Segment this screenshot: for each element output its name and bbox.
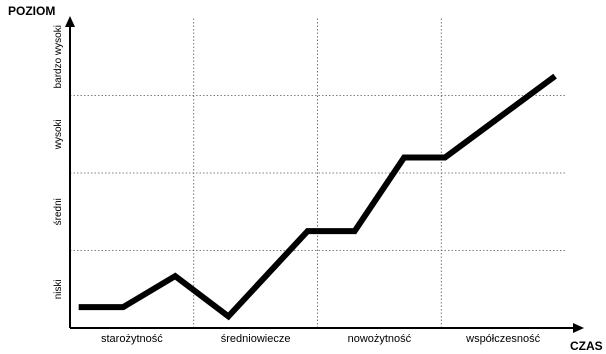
grid bbox=[70, 18, 565, 328]
x-tick-label: starożytność bbox=[101, 333, 163, 345]
x-tick-label: nowożytność bbox=[348, 333, 412, 345]
series bbox=[78, 73, 557, 321]
y-tick-label: wysoki bbox=[53, 119, 64, 150]
y-tick-label: bardzo wysoki bbox=[53, 25, 64, 88]
y-axis-arrow bbox=[65, 16, 75, 27]
y-tick-labels: niski średni wysoki bardzo wysoki bbox=[53, 25, 64, 299]
x-tick-label: współczesność bbox=[465, 333, 540, 345]
x-axis-title: CZAS bbox=[570, 339, 603, 353]
y-tick-label: średni bbox=[53, 198, 64, 225]
x-tick-labels: starożytność średniowiecze nowożytność wspó… bbox=[101, 333, 541, 345]
x-axis-arrow bbox=[573, 323, 584, 333]
series-line bbox=[78, 73, 557, 321]
x-tick-label: średniowiecze bbox=[221, 333, 291, 345]
axes bbox=[65, 16, 584, 333]
y-tick-label: niski bbox=[53, 279, 64, 299]
y-axis-title: POZIOM bbox=[8, 4, 55, 18]
